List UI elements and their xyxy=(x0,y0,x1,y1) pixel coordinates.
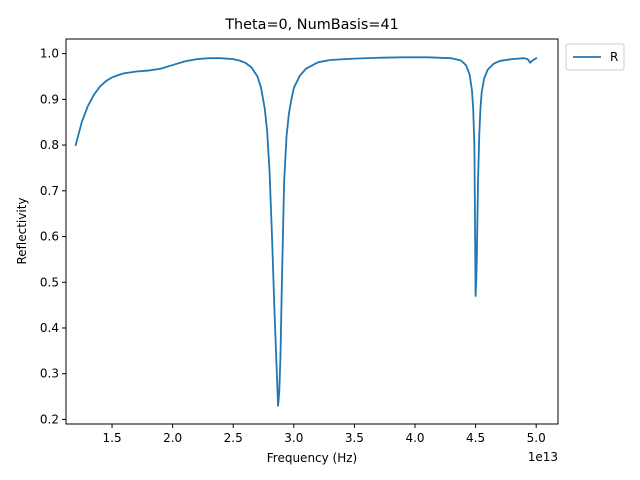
x-axis-label: Frequency (Hz) xyxy=(267,451,358,465)
y-tick-label: 0.4 xyxy=(40,321,59,335)
y-tick-label: 0.3 xyxy=(40,367,59,381)
axes-frame xyxy=(65,38,559,425)
y-tick-label: 0.6 xyxy=(40,230,59,244)
x-tick-label: 2.0 xyxy=(163,431,182,445)
x-axis-offset-label: 1e13 xyxy=(528,450,558,464)
chart-title: Theta=0, NumBasis=41 xyxy=(224,17,399,33)
y-tick-label: 0.5 xyxy=(40,275,59,289)
y-axis-ticks: 0.2 0.3 0.4 0.5 0.6 0.7 0.8 0.9 1.0 xyxy=(40,47,66,426)
x-tick-label: 5.0 xyxy=(527,431,546,445)
x-tick-label: 4.0 xyxy=(405,431,424,445)
x-axis-ticks: 1.5 2.0 2.5 3.0 3.5 4.0 4.5 5.0 xyxy=(103,424,546,445)
x-tick-label: 2.5 xyxy=(224,431,243,445)
legend-label-r: R xyxy=(610,50,618,64)
y-axis-label: Reflectivity xyxy=(15,197,29,264)
y-tick-label: 1.0 xyxy=(40,47,59,61)
y-tick-label: 0.7 xyxy=(40,184,59,198)
x-tick-label: 4.5 xyxy=(466,431,485,445)
x-tick-label: 1.5 xyxy=(103,431,122,445)
plot-area xyxy=(74,56,538,407)
series-line-r xyxy=(74,56,538,407)
x-tick-label: 3.5 xyxy=(345,431,364,445)
y-tick-label: 0.8 xyxy=(40,138,59,152)
y-tick-label: 0.2 xyxy=(40,412,59,426)
y-tick-label: 0.9 xyxy=(40,92,59,106)
legend: R xyxy=(565,43,625,71)
x-tick-label: 3.0 xyxy=(284,431,303,445)
